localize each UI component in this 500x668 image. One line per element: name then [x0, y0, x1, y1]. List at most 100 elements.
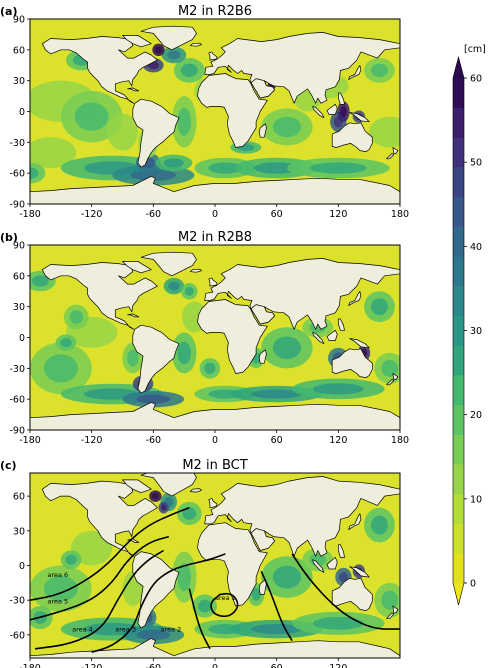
- area-label: area 3: [115, 625, 136, 633]
- land-arabiaFill: [250, 304, 275, 325]
- amplitude-core: [312, 383, 364, 395]
- land-northAmerica: [41, 480, 158, 557]
- y-tick-label: 0: [19, 561, 25, 572]
- panel-c-axis-ticks: -180 -120 -60 0 60 120 -60 -30 0 30 60: [9, 492, 347, 668]
- amplitude-core: [74, 102, 109, 131]
- land-iceland: [189, 488, 202, 493]
- colorbar-segment: [453, 315, 464, 346]
- y-tick-label: -60: [9, 630, 25, 641]
- land-britain: [208, 498, 218, 509]
- x-tick-label: -60: [146, 209, 162, 220]
- x-tick-label: 180: [391, 209, 409, 220]
- x-tick-label: 60: [271, 663, 283, 668]
- land-borneo: [326, 557, 338, 570]
- amplitude-core: [204, 362, 216, 374]
- land-philippines: [337, 318, 345, 331]
- area-label: area 4: [72, 625, 93, 633]
- amplitude-core: [69, 310, 84, 324]
- x-tick-label: 120: [329, 209, 347, 220]
- land-madagascar: [258, 123, 267, 138]
- colorbar-segment: [453, 78, 464, 109]
- x-tick-label: -120: [81, 209, 103, 220]
- amplitude-core: [130, 169, 176, 181]
- colorbar-tick-label: 0: [470, 579, 476, 590]
- area-boundary-line: [34, 549, 165, 650]
- area-boundary-line: [291, 553, 400, 630]
- x-tick-label: 60: [271, 435, 283, 446]
- area-label: area 5: [47, 598, 68, 606]
- colorbar-extend-over: [453, 57, 464, 78]
- panel-a-label: (a): [0, 5, 17, 18]
- land-australia: [331, 122, 373, 152]
- y-tick-label: 60: [13, 271, 25, 282]
- land-nzSouth: [386, 612, 395, 620]
- amplitude-core: [251, 624, 303, 635]
- area-boundary-line: [30, 506, 190, 601]
- colorbar-extend-under: [453, 583, 464, 605]
- colorbar-segment: [453, 345, 464, 376]
- y-tick-label: 30: [13, 302, 25, 313]
- area-1-boundary: [210, 592, 239, 618]
- panel-b-land: [30, 251, 400, 430]
- y-tick-label: 90: [13, 241, 25, 252]
- x-tick-label: 60: [271, 209, 283, 220]
- amplitude-core: [30, 167, 39, 179]
- amplitude-core: [338, 571, 348, 583]
- land-newGuinea: [349, 566, 370, 578]
- y-tick-label: -90: [9, 426, 25, 437]
- colorbar-segment: [453, 523, 464, 554]
- amplitude-region: [107, 113, 138, 151]
- y-tick-label: -30: [9, 138, 25, 149]
- amplitude-core: [197, 599, 212, 613]
- colorbar-segment: [453, 137, 464, 168]
- panel-b-axis-ticks: -180 -120 -60 0 60 120 180 -90 -60 -30 0 30 60 90: [9, 241, 409, 447]
- amplitude-core: [370, 63, 388, 78]
- panel-b: (b) M2 in R2B8 -180 -120 -60 0 60 120 180 -90 -6…: [0, 230, 409, 446]
- land-cuba: [127, 313, 140, 318]
- panel-c-area-labels: area 6 area 5 area 4 area 3 area 2 area 1: [47, 571, 235, 633]
- amplitude-core: [127, 349, 139, 367]
- land-nzSouth: [386, 153, 395, 160]
- land-greenland: [140, 473, 197, 497]
- colorbar-segment: [453, 553, 464, 584]
- amplitude-core: [272, 116, 302, 138]
- colorbar-segments: [452, 55, 465, 606]
- x-tick-label: 120: [329, 435, 347, 446]
- amplitude-core: [310, 162, 367, 174]
- colorbar: [cm] 0 10 20 30 40 50 60: [452, 44, 486, 606]
- land-africa: [197, 299, 268, 374]
- land-newGuinea: [349, 112, 370, 123]
- y-tick-label: -90: [9, 200, 25, 211]
- amplitude-core: [163, 158, 185, 168]
- colorbar-ticks: 0 10 20 30 40 50 60: [464, 74, 482, 590]
- amplitude-core: [381, 590, 399, 610]
- land-africa: [197, 522, 268, 607]
- land-baffin: [122, 261, 152, 274]
- amplitude-core: [151, 492, 159, 500]
- amplitude-core: [65, 554, 77, 565]
- land-iceland: [189, 268, 202, 273]
- area-label: area 6: [47, 571, 68, 579]
- y-tick-label: 60: [13, 492, 25, 503]
- amplitude-core: [168, 281, 180, 291]
- land-madagascar: [258, 349, 267, 364]
- x-tick-label: 180: [391, 435, 409, 446]
- x-tick-label: -180: [19, 435, 41, 446]
- y-tick-label: 30: [13, 526, 25, 537]
- colorbar-tick-label: 20: [470, 410, 482, 421]
- amplitude-core: [180, 63, 198, 78]
- land-nzNorth: [392, 373, 399, 380]
- amplitude-core: [60, 338, 72, 348]
- amplitude-region: [369, 116, 400, 148]
- colorbar-segment: [453, 375, 464, 406]
- colorbar-segment: [453, 256, 464, 287]
- y-tick-label: 0: [19, 107, 25, 118]
- land-antarctica: [30, 175, 400, 204]
- colorbar-tick-label: 40: [470, 242, 482, 253]
- land-japan: [348, 513, 362, 531]
- land-southAmerica: [132, 551, 180, 629]
- area-label: area 2: [161, 625, 182, 633]
- land-africa: [197, 73, 268, 148]
- amplitude-core: [312, 616, 364, 630]
- land-borneo: [326, 329, 338, 341]
